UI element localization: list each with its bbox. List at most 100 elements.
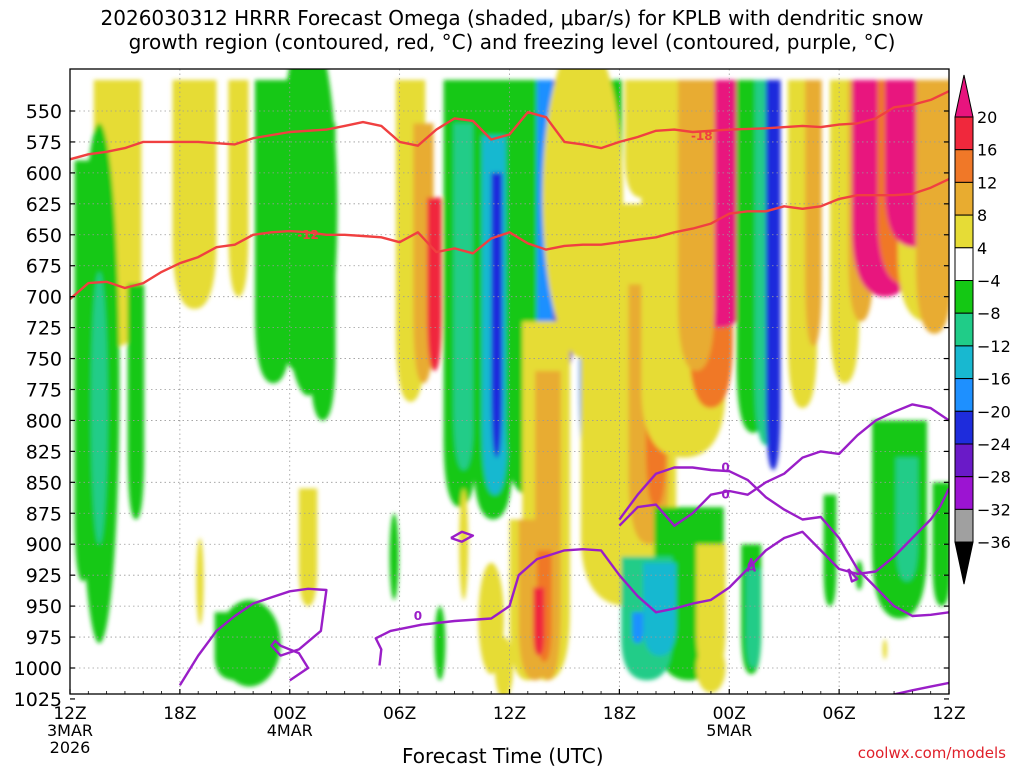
contour-label-frz-0-c: 0 xyxy=(721,460,729,474)
omega-plume-5 xyxy=(228,80,249,297)
colorbar-label-13: −36 xyxy=(977,533,1011,552)
y-tick-label-625: 625 xyxy=(26,194,62,216)
y-tick-label-575: 575 xyxy=(26,132,62,154)
x-tick-label-18: 06Z xyxy=(383,704,416,724)
contour-frz-0-d xyxy=(618,403,949,527)
contours: -18 -12 0 0 0 0 xyxy=(70,90,949,694)
contour-label-dgz-minus12: -12 xyxy=(297,228,319,242)
grid xyxy=(70,69,949,694)
x-tick-label-30: 18Z xyxy=(603,704,636,724)
omega-plume-39 xyxy=(677,80,715,371)
credit-text: coolwx.com/models xyxy=(857,744,1006,762)
colorbar-label-12: −32 xyxy=(977,500,1011,519)
omega-plume-52 xyxy=(805,80,822,347)
colorbar-bin-4 xyxy=(954,214,974,249)
omega-blob-10 xyxy=(494,637,514,694)
colorbar-bin-2 xyxy=(954,149,974,183)
colorbar-label-7: −12 xyxy=(977,337,1011,356)
omega-plume-19 xyxy=(491,172,503,458)
colorbar-bin-6 xyxy=(954,280,974,314)
x-tick-label-36: 00Z xyxy=(713,704,746,724)
omega-plume-11 xyxy=(298,488,318,607)
x-axis-title: Forecast Time (UTC) xyxy=(402,744,604,768)
y-tick-label-800: 800 xyxy=(26,410,62,432)
colorbar-bin-3 xyxy=(954,181,974,216)
colorbar-label-5: −4 xyxy=(977,272,1001,291)
omega-plume-16 xyxy=(453,123,474,470)
omega-blob-4 xyxy=(542,69,624,359)
contour-dgz-minus12 xyxy=(70,178,949,301)
omega-plume-44 xyxy=(696,544,726,675)
colorbar-bin-9 xyxy=(954,378,974,412)
x-tick-label-12: 00Z xyxy=(273,704,306,724)
colorbar-arrow-bottom xyxy=(954,541,974,585)
omega-blob-11 xyxy=(696,643,726,693)
colorbar-label-4: 4 xyxy=(977,239,987,258)
pressure-axis: 550 575 600 625 650 675 700 725 750 775 800 825 850 8… xyxy=(14,101,949,711)
colorbar-bin-5 xyxy=(954,247,974,282)
contour-dgz-minus18 xyxy=(70,90,949,161)
y-tick-label-600: 600 xyxy=(26,163,62,185)
colorbar-bin-13 xyxy=(954,508,974,543)
omega-plume-47 xyxy=(765,80,781,470)
x-tick-label-48: 12Z xyxy=(932,704,965,724)
omega-plume-3 xyxy=(127,284,145,520)
x-tick-label-6: 18Z xyxy=(163,704,196,724)
y-tick-label-725: 725 xyxy=(26,318,62,340)
x-tick-label-0: 12Z xyxy=(53,704,86,724)
colorbar-label-10: −24 xyxy=(977,435,1011,454)
omega-plume-49 xyxy=(745,568,761,668)
y-tick-label-925: 925 xyxy=(26,565,62,587)
colorbar-bin-10 xyxy=(954,410,974,445)
omega-blob-13 xyxy=(882,639,888,660)
colorbar-bin-1 xyxy=(954,116,974,151)
y-tick-label-550: 550 xyxy=(26,101,62,123)
colorbar-label-2: 12 xyxy=(977,173,997,192)
omega-plume-50 xyxy=(823,494,837,607)
omega-blob-12 xyxy=(855,560,863,591)
colorbar-bin-12 xyxy=(954,476,974,510)
x-tick-label-24: 12Z xyxy=(493,704,526,724)
colorbar-label-11: −28 xyxy=(977,468,1011,487)
omega-blob-1 xyxy=(91,271,108,545)
y-tick-label-900: 900 xyxy=(26,534,62,556)
omega-blob-7 xyxy=(459,488,469,600)
contour-frz-0-a xyxy=(178,587,328,686)
y-tick-label-850: 850 xyxy=(26,472,62,494)
y-tick-label-950: 950 xyxy=(26,596,62,618)
colorbar-label-3: 8 xyxy=(977,206,987,225)
y-tick-label-1000: 1000 xyxy=(14,658,62,680)
x-date-label-12: 4MAR xyxy=(267,721,313,740)
colorbar-bin-7 xyxy=(954,312,974,347)
contour-frz-0-e xyxy=(746,557,757,572)
colorbar-label-0: 20 xyxy=(977,108,997,127)
omega-blob-8 xyxy=(434,606,446,681)
y-tick-label-650: 650 xyxy=(26,225,62,247)
y-tick-label-775: 775 xyxy=(26,380,62,402)
terrain-ground xyxy=(70,694,949,701)
y-tick-label-975: 975 xyxy=(26,627,62,649)
contour-label-frz-0-d: 0 xyxy=(721,488,729,502)
chart-title: 2026030312 HRRR Forecast Omega (shaded, … xyxy=(0,6,1024,54)
omega-plume-32 xyxy=(533,587,545,656)
y-tick-label-1025: 1025 xyxy=(14,689,62,711)
contour-frz-0-c xyxy=(618,466,949,618)
contour-frz-0-g xyxy=(847,568,859,583)
x-date-label-36: 5MAR xyxy=(706,721,752,740)
colorbar-arrow-top xyxy=(954,74,974,118)
contour-frz-0-b xyxy=(374,487,949,666)
colorbar-bin-11 xyxy=(954,443,974,478)
contour-label-dgz-minus18: -18 xyxy=(691,129,713,143)
y-tick-label-750: 750 xyxy=(26,349,62,371)
colorbar-label-9: −20 xyxy=(977,402,1011,421)
omega-plume-43 xyxy=(632,612,644,644)
y-tick-label-875: 875 xyxy=(26,503,62,525)
omega-blob-3 xyxy=(278,69,338,396)
omega-plume-61 xyxy=(895,457,918,582)
colorbar-bin-8 xyxy=(954,345,974,380)
omega-blob-2 xyxy=(218,599,281,687)
omega-plume-14 xyxy=(427,197,442,371)
contour-label-frz-0-e: 0 xyxy=(747,560,755,574)
